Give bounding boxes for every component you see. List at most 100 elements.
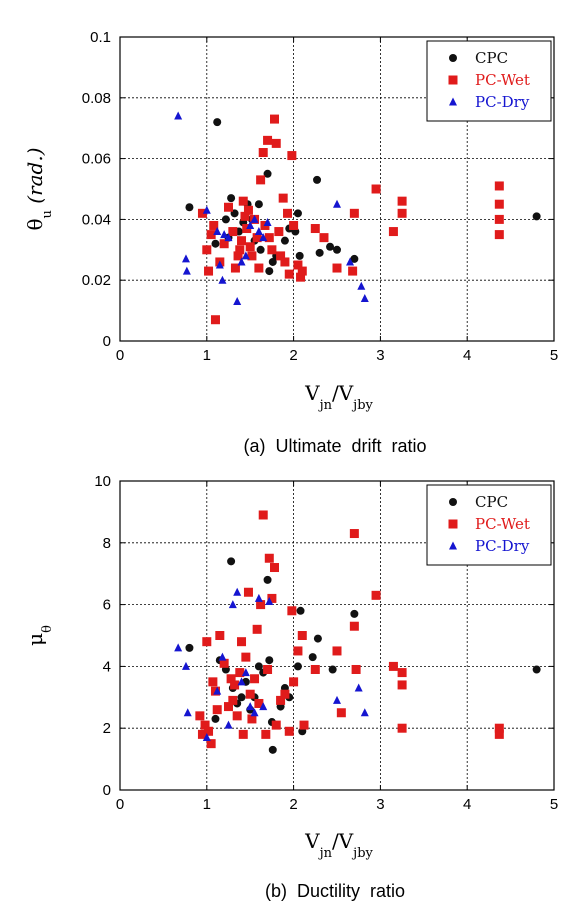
chart-a-point-pc-wet [280, 257, 290, 267]
chart-a-legend-marker-pc-wet [448, 75, 458, 85]
chart-b-legend-marker-cpc [449, 498, 457, 506]
chart-b-point-pc-wet [254, 698, 264, 708]
chart-b-point-pc-dry [237, 677, 246, 686]
chart-b-point-cpc [532, 665, 541, 674]
chart-b-legend-box [426, 484, 552, 566]
chart-b-point-pc-wet [215, 631, 225, 640]
chart-a-point-cpc [532, 212, 541, 221]
chart-b-point-pc-wet [349, 621, 359, 631]
chart-a-xtick-label: 1 [203, 347, 211, 364]
chart-a-point-pc-wet [297, 266, 307, 276]
chart-a-point-pc-wet [388, 227, 398, 237]
chart-a-point-pc-wet [237, 236, 247, 246]
chart-a-point-pc-dry [215, 260, 224, 269]
chart-a-point-pc-wet [319, 233, 329, 243]
chart-a-point-pc-wet [270, 114, 280, 124]
chart-b-xtick-label: 3 [376, 796, 384, 813]
chart-b-series-pc-dry [174, 587, 369, 741]
chart-b-point-pc-dry [174, 643, 183, 652]
chart-b-point-pc-wet [293, 646, 303, 656]
chart-b-point-pc-wet [289, 677, 299, 687]
chart-a-point-pc-dry [254, 227, 263, 236]
chart-b-point-pc-wet [252, 624, 262, 634]
chart-a-point-pc-wet [243, 205, 253, 215]
chart-a-point-pc-wet [206, 230, 216, 240]
chart-b-legend-label-pc-wet: PC-Wet [475, 515, 530, 533]
chart-b-point-pc-dry [213, 686, 222, 695]
chart-a-point-pc-wet [228, 227, 238, 237]
chart-b-point-pc-wet [267, 593, 277, 603]
chart-a-point-cpc [333, 245, 341, 254]
chart-a-point-pc-wet [204, 266, 214, 276]
chart-a-point-pc-dry [220, 230, 229, 239]
chart-a-point-pc-wet [238, 196, 248, 206]
chart-a-point-pc-wet [494, 181, 504, 191]
chart-a-point-pc-dry [174, 111, 183, 120]
chart-a-point-pc-dry [202, 205, 211, 214]
chart-a-point-pc-dry [182, 266, 191, 275]
chart-a-point-cpc [293, 209, 302, 218]
chart-a-xtick-label: 5 [550, 347, 558, 364]
chart-a-point-pc-wet [293, 260, 303, 270]
chart-a-ytick-label: 0.02 [82, 272, 111, 289]
chart-b-point-pc-dry [233, 587, 242, 596]
chart-b-point-pc-wet [494, 723, 504, 733]
chart-a-point-pc-wet [287, 151, 297, 161]
chart-b-point-pc-wet [284, 726, 294, 736]
chart-a-legend-marker-pc-dry [449, 97, 457, 106]
chart-a-point-pc-dry [213, 227, 222, 236]
chart-b-series-pc-wet [195, 510, 504, 749]
chart-b-point-pc-dry [181, 661, 190, 670]
chart-a-point-pc-wet [230, 263, 240, 273]
chart-b-point-pc-wet [397, 668, 407, 678]
chart-b-point-cpc [185, 643, 194, 652]
chart-b-point-pc-wet [219, 658, 229, 668]
chart-b-point-pc-wet [208, 677, 218, 687]
chart-b-frame [119, 480, 555, 791]
chart-b-point-pc-wet [245, 689, 255, 699]
chart-a-ytick-label: 0.06 [82, 151, 111, 168]
chart-a-point-pc-wet [371, 184, 381, 194]
chart-b-xtick-label: 5 [550, 796, 558, 813]
chart-a-caption: (a) Ultimate drift ratio [243, 436, 426, 456]
chart-b-point-pc-wet [232, 711, 242, 721]
chart-b-point-cpc [263, 575, 272, 584]
chart-a-point-cpc [315, 248, 324, 257]
chart-a-legend-marker-cpc [449, 54, 457, 62]
chart-b-point-cpc [237, 693, 246, 702]
chart-a-ytick-label: 0.04 [82, 211, 111, 228]
chart-b-point-pc-dry [228, 600, 237, 609]
chart-a-series-pc-dry [174, 111, 369, 305]
chart-b-point-pc-wet [204, 726, 214, 736]
chart-b-point-pc-wet [247, 714, 257, 724]
chart-a-point-cpc [313, 175, 322, 184]
chart-b-legend: CPC PC-Wet PC-Dry [426, 484, 552, 566]
chart-b-point-pc-wet [226, 674, 236, 684]
chart-a-point-pc-wet [256, 175, 266, 185]
chart-a-point-pc-wet [210, 315, 220, 325]
chart-a-point-pc-dry [259, 233, 268, 242]
chart-a-point-pc-wet [254, 263, 264, 273]
chart-b-legend-label-pc-dry: PC-Dry [475, 537, 530, 555]
chart-a-point-pc-dry [233, 296, 242, 305]
chart-b-point-pc-wet [202, 637, 212, 647]
chart-b-xtick-label: 0 [116, 796, 124, 813]
chart-a-point-cpc [221, 215, 230, 224]
chart-a-point-pc-wet [233, 251, 243, 261]
chart-a-point-pc-wet [258, 148, 268, 158]
chart-b-point-pc-wet [263, 664, 273, 674]
chart-a-point-pc-wet [252, 233, 262, 243]
chart-a-point-pc-wet [284, 269, 294, 279]
chart-b-legend-marker-pc-dry [449, 541, 457, 550]
chart-a-point-pc-wet [278, 193, 288, 203]
chart-a-point-pc-wet [219, 239, 229, 249]
chart-a-point-pc-wet [494, 214, 504, 224]
chart-b-point-cpc [308, 653, 317, 662]
chart-a-point-pc-dry [360, 293, 369, 302]
chart-a-point-pc-wet [235, 245, 245, 255]
chart-b-point-pc-dry [202, 732, 211, 741]
chart-a-legend: CPC PC-Wet PC-Dry [426, 40, 552, 122]
chart-b-point-pc-wet [371, 590, 381, 600]
chart-b-ytick-label: 10 [94, 473, 111, 490]
chart-a-point-pc-wet [247, 251, 257, 261]
